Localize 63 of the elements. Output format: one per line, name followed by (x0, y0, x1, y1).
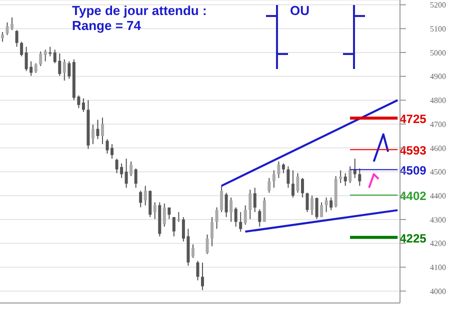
candlestick (248, 189, 252, 220)
ref-line-label: 4725 (400, 112, 427, 126)
y-tick-label: 5000 (430, 48, 446, 58)
candlestick (1, 31, 4, 42)
candlestick (191, 244, 194, 258)
candlestick (134, 168, 138, 188)
candlestick (277, 161, 280, 178)
candlestick (306, 192, 309, 213)
candlestick (148, 190, 152, 218)
ref-line-label: 4593 (400, 144, 427, 158)
candlestick (68, 60, 71, 80)
candlestick (124, 158, 128, 188)
candlestick (291, 170, 294, 198)
candlestick (196, 260, 200, 281)
candlestick (15, 30, 18, 48)
y-tick-label: 5100 (430, 24, 446, 34)
candlestick (262, 197, 266, 222)
candlestick (39, 51, 42, 67)
annotation: Range = 74 (72, 18, 142, 33)
y-tick-label: 4000 (430, 286, 446, 296)
candlestick (253, 187, 256, 213)
y-tick-label: 4100 (430, 263, 446, 272)
y-tick-label: 4300 (430, 215, 446, 224)
y-tick-label: 4800 (430, 96, 446, 106)
candlestick (244, 204, 247, 226)
candlestick (220, 185, 224, 213)
y-tick-label: 4200 (430, 239, 446, 248)
candlestick (206, 234, 209, 255)
y-tick-label: 4600 (430, 144, 446, 153)
ref-line-label: 4509 (400, 164, 427, 178)
ref-line-label: 4402 (400, 189, 427, 204)
candlestick (34, 62, 38, 74)
candlestick (344, 172, 347, 186)
candlestick (234, 206, 238, 228)
candlestick (224, 192, 228, 218)
candlestick (272, 170, 276, 188)
candlestick (315, 197, 318, 220)
candlestick (282, 162, 285, 174)
candlestick (239, 212, 242, 232)
y-tick-label: 5200 (430, 0, 446, 10)
ref-line-label: 4225 (400, 231, 427, 246)
candlestick (96, 119, 100, 140)
candlestick (286, 166, 290, 188)
candlestick (358, 168, 362, 186)
candlestick (172, 216, 176, 237)
candlestick (101, 117, 104, 145)
candlestick (82, 98, 85, 112)
y-tick-label: 4500 (430, 168, 446, 177)
candlestick (210, 216, 214, 247)
candlestick (258, 208, 262, 228)
y-tick-label: 4900 (430, 72, 446, 82)
candlestick (215, 206, 218, 230)
candlestick (330, 197, 333, 211)
candlestick (139, 190, 142, 208)
y-tick-label: 4700 (430, 120, 446, 129)
annotation: OU (290, 3, 310, 18)
candlestick (268, 177, 271, 194)
annotation: Type de jour attendu : (72, 3, 207, 18)
candlestick (20, 41, 24, 57)
y-tick-label: 4400 (430, 191, 446, 200)
candlestick (339, 170, 342, 184)
candlestick (301, 177, 304, 198)
candlestick (201, 262, 204, 291)
